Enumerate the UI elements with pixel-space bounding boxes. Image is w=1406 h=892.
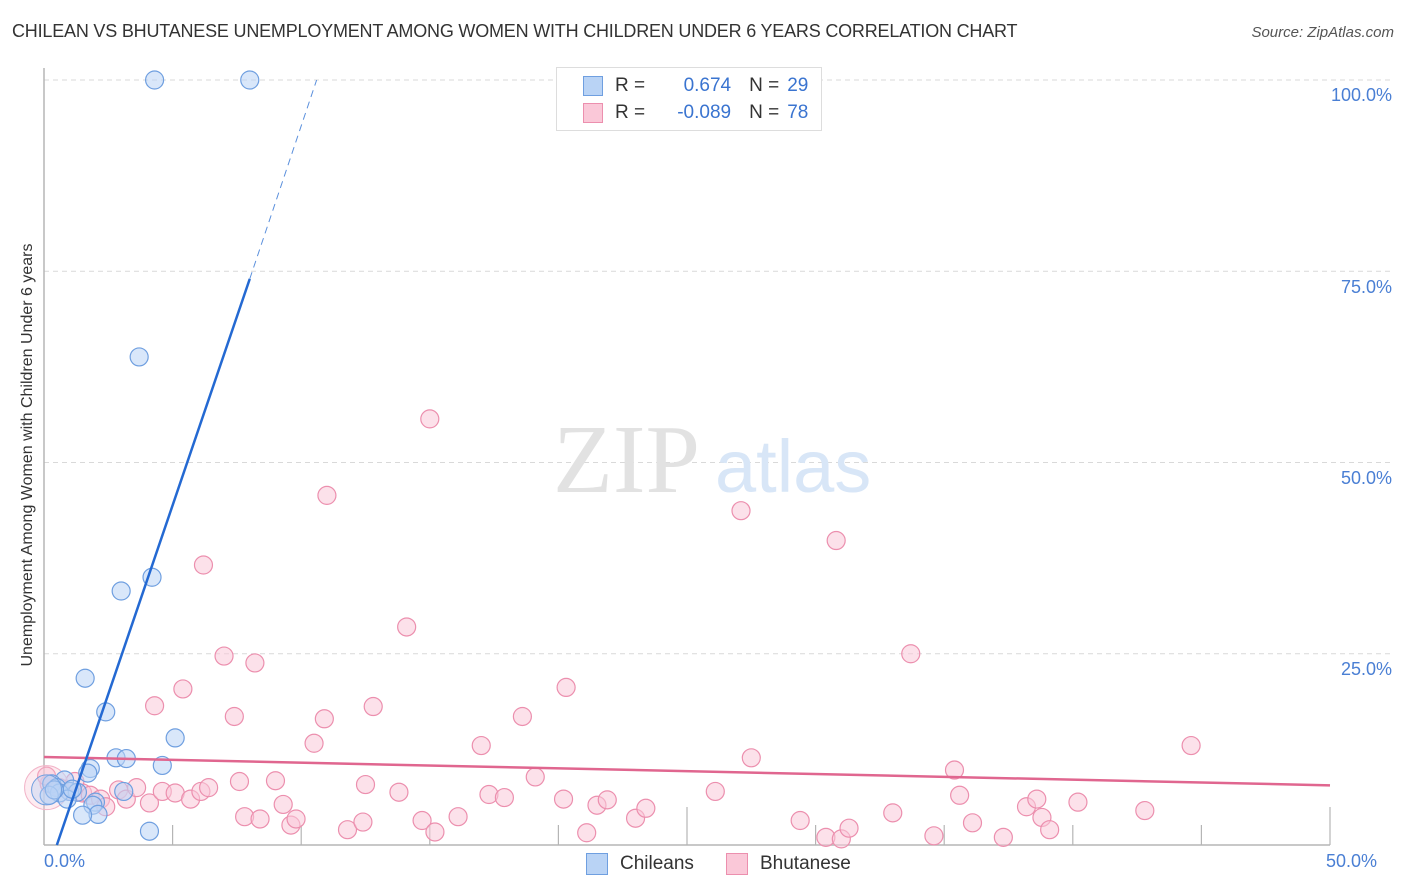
y-tick-100: 100.0% (1330, 85, 1392, 105)
x-tick-50: 50.0% (1326, 851, 1378, 871)
svg-text:atlas: atlas (715, 425, 871, 508)
x-tick-0: 0.0% (44, 851, 86, 871)
y-axis-label: Unemployment Among Women with Children U… (19, 243, 36, 667)
legend-row-bhutanese: R = -0.089 N = 78 (583, 101, 808, 125)
trend-lines (43, 79, 1331, 846)
source-label: Source: ZipAtlas.com (1251, 24, 1394, 41)
axes (43, 68, 1331, 846)
bhutanese-n-value: 78 (787, 102, 809, 123)
chileans-legend-swatch (586, 853, 608, 875)
chart-title: CHILEAN VS BHUTANESE UNEMPLOYMENT AMONG … (12, 21, 1018, 41)
chileans-swatch (583, 76, 603, 96)
svg-text:ZIP: ZIP (553, 406, 700, 514)
r-label: R = (615, 75, 646, 96)
bhutanese-swatch (583, 103, 603, 123)
legend-item-chileans[interactable]: Chileans (586, 852, 694, 876)
stats-legend: R = 0.674 N = 29 R = -0.089 N = 78 (556, 67, 822, 131)
chileans-points (31, 70, 260, 841)
y-tick-75: 75.0% (1340, 277, 1392, 297)
n-label: N = (749, 75, 780, 96)
y-tick-50: 50.0% (1340, 468, 1392, 488)
legend-item-bhutanese[interactable]: Bhutanese (726, 852, 851, 876)
chileans-n-value: 29 (787, 75, 809, 96)
chileans-r-value: 0.674 (683, 75, 732, 96)
r-label: R = (615, 102, 646, 123)
legend-row-chileans: R = 0.674 N = 29 (583, 74, 808, 98)
bhutanese-legend-swatch (726, 853, 748, 875)
y-tick-25: 25.0% (1340, 659, 1392, 679)
bhutanese-legend-label: Bhutanese (760, 853, 851, 874)
chileans-legend-label: Chileans (620, 853, 694, 874)
gridlines (44, 79, 1392, 655)
zipatlas-watermark: ZIP atlas (553, 406, 871, 514)
bhutanese-r-value: -0.089 (677, 102, 732, 123)
n-label: N = (749, 102, 780, 123)
